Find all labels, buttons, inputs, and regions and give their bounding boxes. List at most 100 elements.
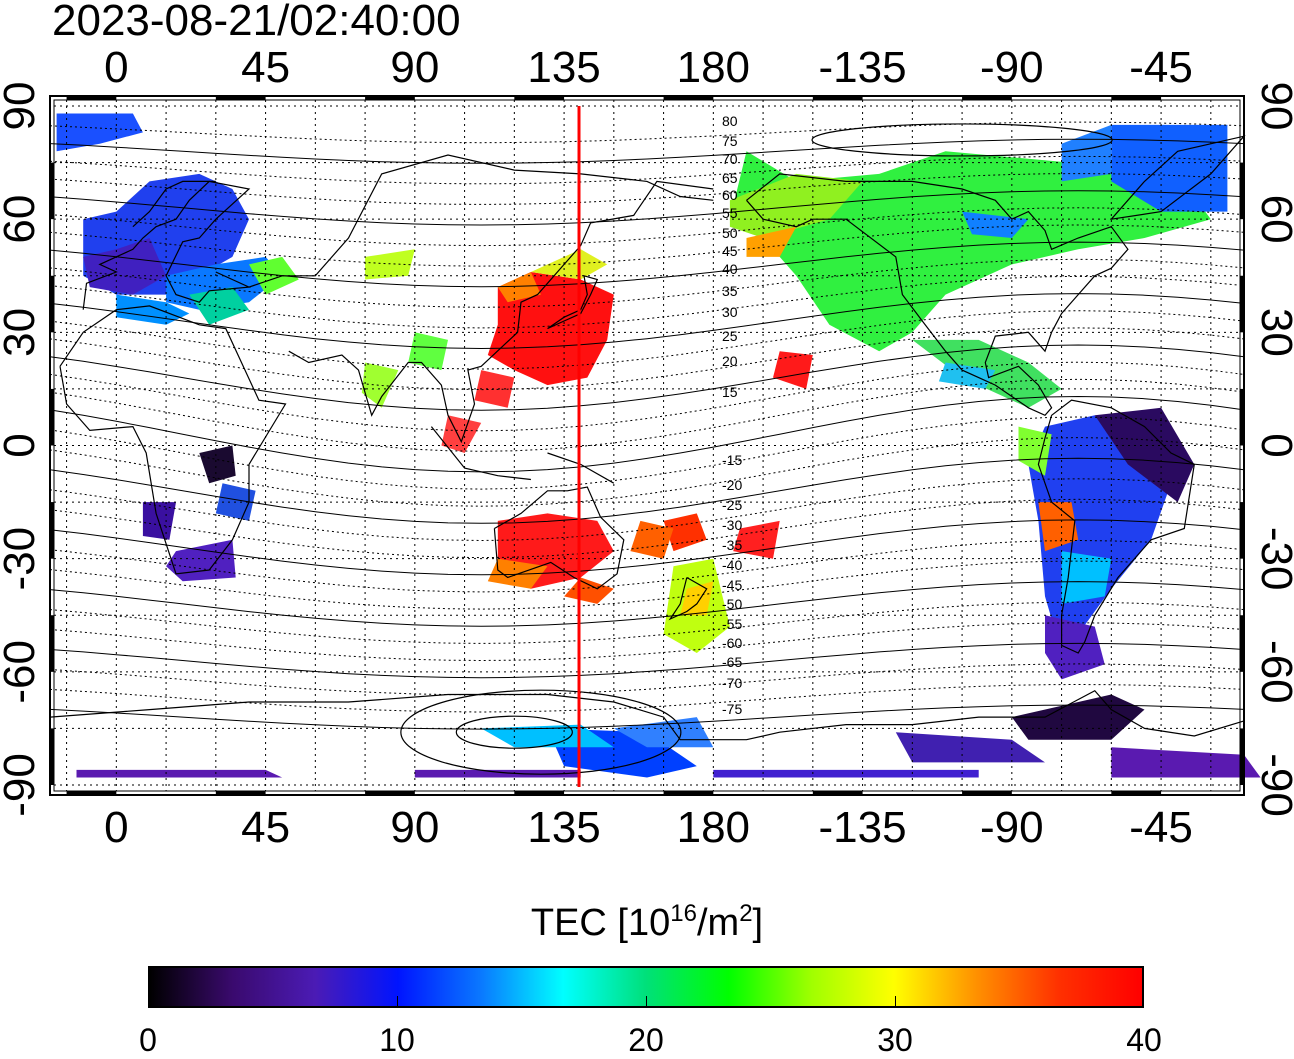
right-lat-tick-label: 30	[1252, 308, 1294, 357]
colorbar-title: TEC [1016/m2]	[530, 900, 764, 944]
scandinavia-coast	[132, 180, 216, 228]
mag-lat-label: -55	[722, 616, 742, 632]
tec-patch	[56, 113, 143, 152]
mag-lat-contour	[49, 478, 1245, 542]
mag-lat-contour	[49, 258, 1245, 308]
mag-lat-contour	[49, 498, 1245, 559]
magnetic-latitude-contours	[49, 121, 1245, 775]
tec-patch	[1061, 551, 1112, 604]
tec-patch	[249, 256, 299, 295]
new-zealand-coast	[668, 576, 708, 621]
mag-lat-label: -15	[722, 452, 742, 468]
mag-lat-contour	[49, 138, 1245, 164]
tec-patch	[895, 732, 1045, 763]
mag-lat-label: -35	[722, 537, 742, 553]
top-lon-tick-label: -90	[980, 43, 1044, 92]
top-lon-tick-label: 45	[241, 43, 290, 92]
border-bar	[962, 791, 1012, 795]
mag-lat-label: -25	[722, 497, 742, 513]
tec-patch	[441, 415, 482, 453]
right-lat-tick-label: -30	[1252, 527, 1294, 591]
top-lon-tick-label: 0	[104, 43, 128, 92]
tec-patch	[680, 581, 714, 616]
left-lat-tick-label: 30	[0, 308, 44, 357]
mag-lat-label: -45	[722, 577, 742, 593]
mag-lat-label: 15	[722, 384, 738, 400]
mag-lat-label: -65	[722, 654, 742, 670]
border-bar	[1240, 162, 1244, 220]
top-lon-tick-label: 90	[390, 43, 439, 92]
mag-lat-label: 80	[722, 113, 738, 129]
mag-lat-label: -60	[722, 635, 742, 651]
tec-patch	[1038, 502, 1079, 552]
tec-patch	[166, 539, 236, 582]
mag-lat-label: -50	[722, 596, 742, 612]
bottom-lon-tick-label: -45	[1129, 803, 1193, 852]
mag-lat-contour	[49, 457, 1245, 524]
mag-lat-contour	[49, 173, 1245, 205]
left-lat-tick-label: -30	[0, 527, 44, 591]
mag-lat-label: 20	[722, 353, 738, 369]
border-bar	[812, 791, 863, 795]
tec-patch	[142, 502, 176, 540]
mag-lat-contour	[49, 293, 1245, 350]
mag-lat-contour	[49, 642, 1245, 679]
mag-lat-label: -30	[722, 517, 742, 533]
mag-lat-contour	[49, 395, 1245, 473]
border-bar	[1240, 728, 1244, 785]
right-lat-tick-label: 0	[1252, 433, 1294, 457]
mag-lat-label: 40	[722, 261, 738, 277]
right-lat-tick-label: 60	[1252, 195, 1294, 244]
border-bar	[50, 502, 54, 559]
border-bar	[50, 162, 54, 220]
border-bar	[1240, 275, 1244, 333]
mag-pole-north-contour	[811, 123, 1113, 157]
tec-patch	[474, 370, 515, 408]
border-bar	[50, 388, 54, 446]
south-america-coast	[1037, 399, 1195, 654]
colorbar-tick-mark	[397, 996, 398, 1006]
japan-coast	[547, 274, 599, 330]
border-bar	[1111, 96, 1162, 100]
tec-patch	[713, 769, 979, 778]
mag-lat-label: -75	[722, 701, 742, 717]
top-lon-tick-label: 180	[677, 43, 750, 92]
mag-lat-label: 45	[722, 243, 738, 259]
australia-coast	[493, 486, 625, 590]
border-bar	[215, 96, 266, 100]
colorbar-tick-mark	[895, 996, 896, 1006]
colorbar-tick-label: 30	[877, 1022, 913, 1058]
right-lat-tick-label: -90	[1252, 753, 1294, 817]
mag-lat-label: 60	[722, 187, 738, 203]
colorbar-tick-label: 20	[628, 1022, 664, 1058]
mag-lat-contour	[49, 121, 1245, 144]
bottom-lon-tick-label: 135	[527, 803, 600, 852]
tec-patch	[365, 249, 415, 280]
tec-patch	[116, 294, 190, 325]
mag-lat-contour	[49, 663, 1245, 696]
left-lat-tick-label: -60	[0, 640, 44, 704]
tec-patch	[83, 238, 167, 295]
mag-lat-contour	[49, 601, 1245, 644]
colorbar-tick-label: 40	[1126, 1022, 1162, 1058]
tec-patch	[1111, 747, 1261, 778]
border-bar	[365, 96, 415, 100]
mag-pole-south-contour	[400, 689, 682, 775]
mag-lat-label: 70	[722, 151, 738, 167]
border-bar	[50, 615, 54, 672]
mag-lat-label: 75	[722, 133, 738, 149]
map-frame	[49, 95, 1245, 796]
tec-patch	[414, 769, 581, 778]
mag-lat-contour	[49, 361, 1245, 432]
left-lat-tick-label: 90	[0, 82, 44, 131]
tec-patch	[497, 272, 541, 303]
border-bar	[514, 791, 565, 795]
border-bar	[663, 96, 714, 100]
mag-lat-contour	[49, 437, 1245, 507]
tec-patch	[487, 272, 614, 386]
left-lat-tick-label: -90	[0, 753, 44, 817]
border-bar	[1240, 502, 1244, 559]
border-bar	[1111, 791, 1162, 795]
